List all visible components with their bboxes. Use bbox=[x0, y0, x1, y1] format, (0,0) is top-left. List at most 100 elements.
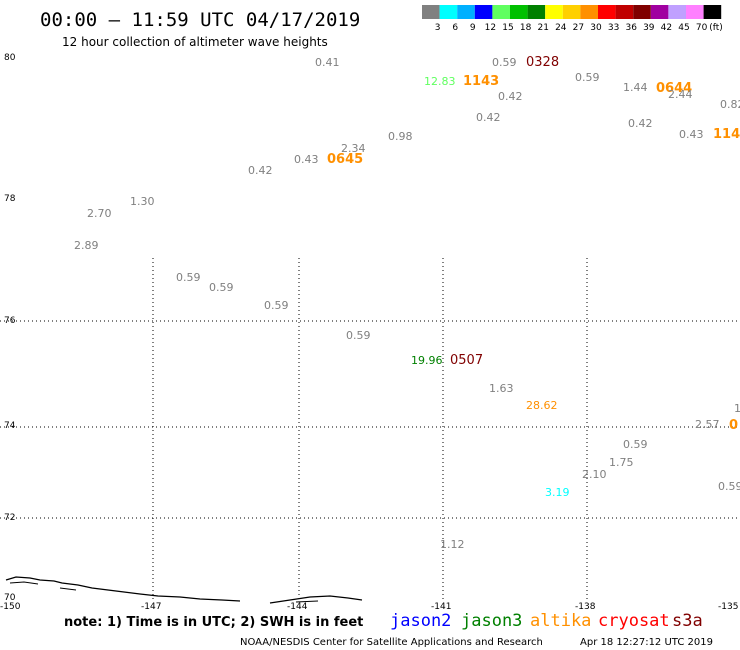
satellite-name: jason3 bbox=[461, 611, 522, 631]
legend-swatch bbox=[457, 5, 475, 19]
legend-swatch bbox=[668, 5, 686, 19]
observation: 19.96 bbox=[411, 354, 443, 367]
footer-note: note: 1) Time is in UTC; 2) SWH is in fe… bbox=[64, 615, 363, 630]
observation: 2.10 bbox=[582, 468, 607, 481]
graticule bbox=[0, 258, 740, 600]
observation: 0.43 bbox=[294, 153, 319, 166]
observation: 0507 bbox=[450, 353, 483, 368]
observation: 0.59 bbox=[209, 281, 234, 294]
observation: 114 bbox=[713, 127, 740, 142]
legend-label: 36 bbox=[625, 23, 637, 33]
lon-label: -147 bbox=[141, 602, 161, 612]
legend-label: 45 bbox=[678, 23, 689, 33]
map-subtitle: 12 hour collection of altimeter wave hei… bbox=[62, 35, 328, 49]
legend-label: 39 bbox=[643, 23, 655, 33]
lon-label: -141 bbox=[431, 602, 451, 612]
legend-label: 42 bbox=[661, 23, 672, 33]
satellite-legend: jason2 jason3 altika cryosat s3a bbox=[390, 611, 703, 631]
observation: 28.62 bbox=[526, 399, 558, 412]
observation: 0644 bbox=[656, 81, 692, 96]
legend-swatch bbox=[510, 5, 528, 19]
legend-swatch bbox=[703, 5, 722, 19]
latitude-labels: 80 78 76 74 72 70 bbox=[4, 53, 16, 603]
legend-label: 15 bbox=[502, 23, 513, 33]
observation: 1.30 bbox=[130, 195, 155, 208]
legend-label: 21 bbox=[537, 23, 548, 33]
legend-swatch bbox=[422, 5, 440, 19]
observation: 0.98 bbox=[388, 130, 413, 143]
satellite-name: altika bbox=[530, 611, 591, 631]
footer-credit: NOAA/NESDIS Center for Satellite Applica… bbox=[240, 637, 543, 648]
legend-swatch bbox=[545, 5, 563, 19]
legend-label: 70 bbox=[696, 23, 708, 33]
observations: 0.41 0.59 0328 12.83 1143 0.59 1.44 0644… bbox=[74, 55, 740, 551]
legend-swatch bbox=[562, 5, 581, 19]
legend-swatch bbox=[474, 5, 493, 19]
legend-swatch bbox=[615, 5, 634, 19]
legend-swatch bbox=[439, 5, 458, 19]
footer-timestamp: Apr 18 12:27:12 UTC 2019 bbox=[580, 637, 713, 648]
lat-label: 72 bbox=[4, 513, 15, 523]
observation: 1 bbox=[734, 402, 740, 415]
observation: 0.59 bbox=[718, 480, 740, 493]
satellite-name: cryosat bbox=[598, 611, 670, 631]
observation: 0.42 bbox=[628, 117, 653, 130]
observation: 0.42 bbox=[476, 111, 501, 124]
legend-swatch bbox=[492, 5, 510, 19]
observation: 2.34 bbox=[341, 142, 366, 155]
lat-label: 74 bbox=[4, 421, 16, 431]
legend-unit: (ft) bbox=[709, 23, 723, 33]
legend-label: 33 bbox=[608, 23, 619, 33]
legend-swatch bbox=[633, 5, 651, 19]
observation: 1.63 bbox=[489, 382, 514, 395]
observation: 1.75 bbox=[609, 456, 634, 469]
observation: 1.44 bbox=[623, 81, 648, 94]
coastline bbox=[5, 576, 363, 604]
legend-label: 9 bbox=[470, 23, 476, 33]
lon-label: -144 bbox=[287, 602, 308, 612]
lat-label: 80 bbox=[4, 53, 16, 63]
legend-swatch bbox=[598, 5, 616, 19]
observation: 0.59 bbox=[264, 299, 289, 312]
lat-label: 78 bbox=[4, 194, 16, 204]
legend-label: 18 bbox=[520, 23, 532, 33]
legend-swatch bbox=[580, 5, 598, 19]
longitude-labels: -150 -147 -144 -141 -138 -135 bbox=[0, 602, 738, 612]
color-legend: 3 6 9 12 15 18 21 24 27 30 33 36 39 42 45 70 (ft) bbox=[422, 5, 723, 33]
lat-label: 76 bbox=[4, 316, 16, 326]
satellite-name: jason2 bbox=[390, 611, 451, 631]
lon-label: -135 bbox=[718, 602, 738, 612]
observation: 0.59 bbox=[346, 329, 371, 342]
observation: 2.89 bbox=[74, 239, 99, 252]
legend-swatch bbox=[650, 5, 669, 19]
observation: 0645 bbox=[327, 152, 363, 167]
observation: 1143 bbox=[463, 74, 499, 89]
legend-swatch bbox=[527, 5, 546, 19]
observation: 0.82 bbox=[720, 98, 740, 111]
observation: 1.12 bbox=[440, 538, 465, 551]
satellite-name: s3a bbox=[672, 611, 703, 631]
legend-label: 12 bbox=[485, 23, 496, 33]
legend-label: 27 bbox=[573, 23, 584, 33]
observation: 12.83 bbox=[424, 75, 456, 88]
observation: 0.59 bbox=[176, 271, 201, 284]
observation: 2.57 bbox=[695, 418, 720, 431]
legend-label: 30 bbox=[590, 23, 602, 33]
observation: 2.44 bbox=[668, 88, 693, 101]
lon-label: -150 bbox=[0, 602, 21, 612]
observation: 0 bbox=[729, 418, 738, 433]
observation: 0.59 bbox=[623, 438, 648, 451]
lon-label: -138 bbox=[575, 602, 596, 612]
map-title: 00:00 – 11:59 UTC 04/17/2019 bbox=[40, 9, 360, 31]
observation: 0.59 bbox=[575, 71, 600, 84]
observation: 0.41 bbox=[315, 56, 340, 69]
observation: 0328 bbox=[526, 55, 559, 70]
observation: 0.42 bbox=[248, 164, 273, 177]
lat-label: 70 bbox=[4, 593, 16, 603]
observation: 0.43 bbox=[679, 128, 704, 141]
legend-swatch bbox=[686, 5, 704, 19]
observation: 3.19 bbox=[545, 486, 570, 499]
legend-label: 3 bbox=[435, 23, 441, 33]
legend-label: 6 bbox=[452, 23, 458, 33]
